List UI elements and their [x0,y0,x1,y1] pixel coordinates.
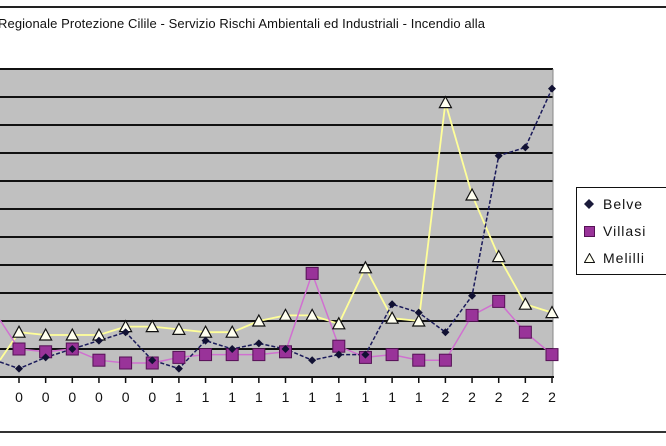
svg-text:1: 1 [282,389,290,405]
legend-label: Villasi [603,223,647,239]
svg-text:0: 0 [15,389,23,405]
svg-text:2: 2 [442,389,450,405]
top-border [0,6,666,8]
legend: Belve Villasi Melilli [576,187,666,275]
svg-text:2: 2 [521,389,529,405]
svg-text:0: 0 [148,389,156,405]
legend-label: Belve [603,196,644,212]
x-axis [0,376,554,383]
gridlines [0,68,554,377]
svg-text:1: 1 [228,389,236,405]
svg-text:2: 2 [495,389,503,405]
svg-text:0: 0 [68,389,76,405]
legend-item-belvedere: Belve [583,194,643,214]
svg-text:0: 0 [95,389,103,405]
svg-text:2: 2 [468,389,476,405]
legend-item-villasmundo: Villasi [583,221,646,241]
legend-item-melilli: Melilli [583,248,645,268]
svg-text:1: 1 [415,389,423,405]
svg-text:1: 1 [175,389,183,405]
triangle-icon [583,252,595,264]
svg-text:1: 1 [202,389,210,405]
plot-area [0,69,553,377]
svg-text:0: 0 [122,389,130,405]
data-series [0,84,560,373]
legend-label: Melilli [603,250,645,266]
svg-text:2: 2 [548,389,556,405]
svg-text:1: 1 [255,389,263,405]
x-tick-labels: 0 0 0 0 0 0 1 1 1 1 1 1 1 1 1 1 2 2 2 2 2 [15,389,556,405]
svg-text:0: 0 [42,389,50,405]
svg-text:1: 1 [388,389,396,405]
bottom-border [0,431,666,433]
chart-title: Regionale Protezione Cilile - Servizio R… [0,16,486,31]
square-icon [583,225,595,237]
diamond-icon [583,198,595,210]
svg-text:1: 1 [335,389,343,405]
svg-text:1: 1 [308,389,316,405]
svg-text:1: 1 [362,389,370,405]
